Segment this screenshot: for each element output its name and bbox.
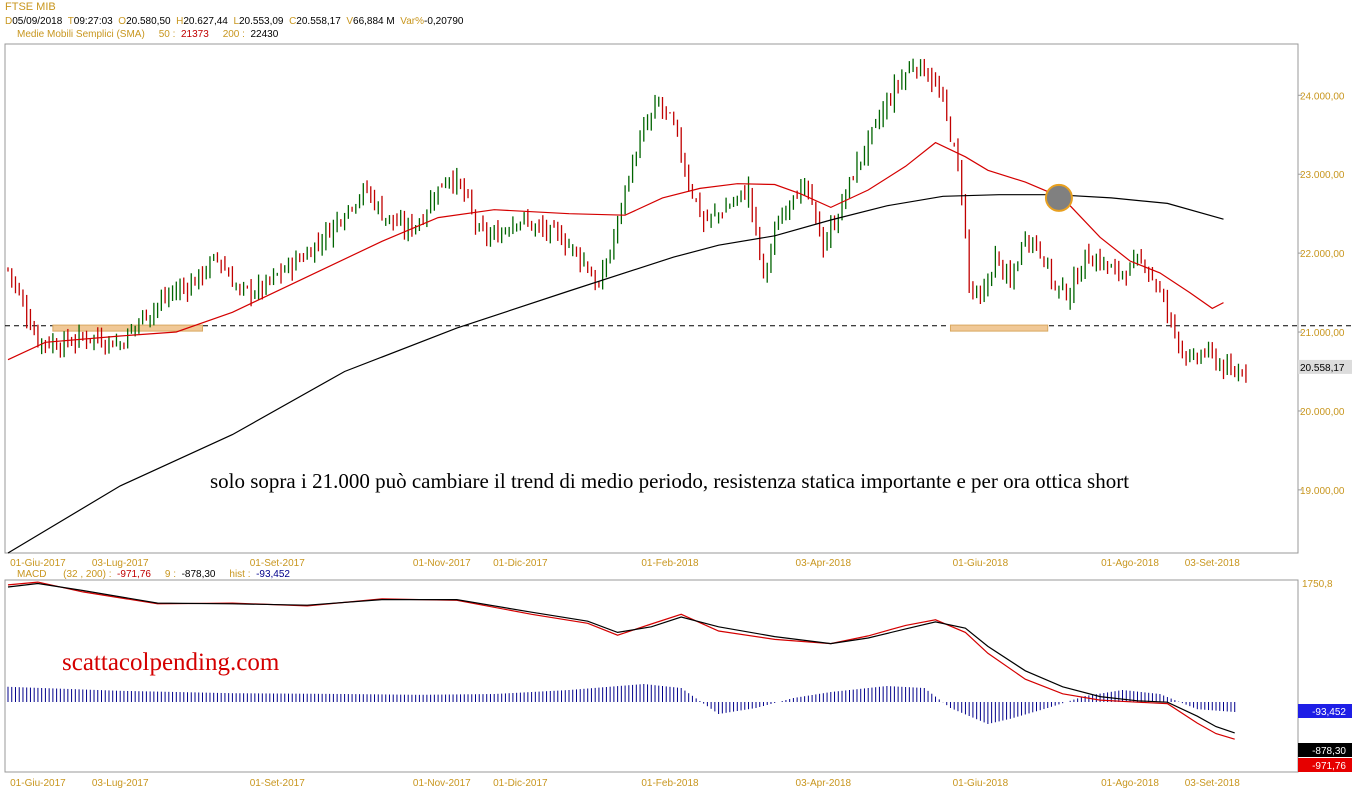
x-tick-label: 03-Set-2018 bbox=[1185, 558, 1240, 569]
x-tick-label: 03-Set-2018 bbox=[1185, 778, 1240, 789]
quote-key: D bbox=[5, 16, 13, 27]
last-price-box bbox=[1298, 359, 1352, 374]
x-tick-label: 03-Apr-2018 bbox=[796, 558, 852, 569]
x-tick-label: 03-Apr-2018 bbox=[796, 778, 852, 789]
macd-label: MACD bbox=[17, 569, 47, 580]
quote-value: 05/09/2018 bbox=[12, 16, 63, 27]
macd-y-tick-label: 1750,8 bbox=[1302, 579, 1333, 590]
quote-bar: D05/09/2018 T09:27:03 O20.580,50 H20.627… bbox=[5, 16, 466, 28]
x-tick-label: 01-Giu-2017 bbox=[10, 558, 66, 569]
quote-value: 20.580,50 bbox=[126, 16, 171, 27]
x-tick-label: 01-Dic-2017 bbox=[493, 778, 548, 789]
quote-key: O bbox=[118, 16, 127, 27]
macd-value: -971,76 bbox=[117, 569, 151, 580]
x-tick-label: 01-Set-2017 bbox=[250, 558, 305, 569]
x-tick-label: 01-Dic-2017 bbox=[493, 558, 548, 569]
signal-value: -878,30 bbox=[181, 569, 216, 580]
x-tick-label: 01-Feb-2018 bbox=[641, 558, 699, 569]
sma50-line bbox=[7, 141, 1224, 361]
macd-params: (32 , 200) : bbox=[63, 569, 112, 580]
quote-key: H bbox=[176, 16, 184, 27]
instrument-title: FTSE MIB bbox=[5, 1, 56, 13]
x-tick-label: 01-Nov-2017 bbox=[413, 558, 471, 569]
quote-key: L bbox=[233, 16, 239, 27]
x-tick-label: 01-Nov-2017 bbox=[413, 778, 471, 789]
macd-pane bbox=[4, 579, 1299, 773]
macd-legend: MACD (32 , 200) : -971,76 9 : -878,30 hi… bbox=[17, 569, 290, 581]
x-tick-label: 03-Lug-2017 bbox=[92, 778, 149, 789]
support-zone bbox=[949, 324, 1049, 332]
hist-label: hist : bbox=[229, 569, 251, 580]
y-tick-label: 21.000,00 bbox=[1300, 328, 1345, 339]
quote-key: Var% bbox=[400, 16, 425, 27]
sma50-value: 21373 bbox=[180, 29, 209, 40]
y-tick-label: 19.000,00 bbox=[1300, 486, 1345, 497]
sma-label: Medie Mobili Semplici (SMA) bbox=[17, 29, 145, 40]
quote-value: 20.558,17 bbox=[296, 16, 341, 27]
signal-last-label: -878,30 bbox=[1312, 746, 1346, 757]
y-tick-label: 24.000,00 bbox=[1300, 91, 1345, 102]
watermark-text: scattacolpending.com bbox=[62, 649, 280, 676]
quote-value: 20.553,09 bbox=[239, 16, 284, 27]
hist-last-label: -93,452 bbox=[1312, 707, 1346, 718]
x-tick-label: 01-Ago-2018 bbox=[1101, 558, 1159, 569]
x-tick-label: 01-Giu-2018 bbox=[953, 558, 1009, 569]
quote-key: V bbox=[346, 16, 354, 27]
x-tick-label: 03-Lug-2017 bbox=[92, 558, 149, 569]
signal-last-label-box bbox=[1298, 743, 1352, 757]
quote-value: 09:27:03 bbox=[73, 16, 113, 27]
quote-value: 66,884 M bbox=[353, 16, 395, 27]
x-tick-label: 01-Giu-2017 bbox=[10, 778, 66, 789]
x-tick-label: 01-Feb-2018 bbox=[641, 778, 699, 789]
y-tick-label: 23.000,00 bbox=[1300, 170, 1345, 181]
y-tick-label: 20.000,00 bbox=[1300, 407, 1345, 418]
hist-last-label-box bbox=[1298, 704, 1352, 718]
last-price-label: 20.558,17 bbox=[1300, 363, 1345, 374]
sma-legend: Medie Mobili Semplici (SMA) 50 : 21373 2… bbox=[17, 29, 278, 41]
macd-last-label: -971,76 bbox=[1312, 761, 1346, 772]
hist-value: -93,452 bbox=[256, 569, 290, 580]
x-tick-label: 01-Ago-2018 bbox=[1101, 778, 1159, 789]
sma200-value: 22430 bbox=[250, 29, 279, 40]
sma50-label: 50 : bbox=[158, 29, 176, 40]
macd-plot: 01-Giu-2017 03-Lug-2017 01-Set-2017 01-Nov-… bbox=[7, 579, 1352, 789]
crossover-marker bbox=[1044, 183, 1073, 212]
x-tick-label: 01-Giu-2018 bbox=[953, 778, 1009, 789]
price-plot: 19.000,00 20.000,00 21.000,00 22.000,00 23.0… bbox=[5, 58, 1352, 569]
macd-last-label-box bbox=[1298, 758, 1352, 772]
quote-value: -0,20790 bbox=[424, 16, 464, 27]
sma200-label: 200 : bbox=[222, 29, 245, 40]
quote-key: C bbox=[289, 16, 297, 27]
y-tick-label: 22.000,00 bbox=[1300, 249, 1345, 260]
quote-value: 20.627,44 bbox=[183, 16, 228, 27]
signal-line bbox=[7, 582, 1235, 734]
quote-key: T bbox=[67, 16, 74, 27]
annotation-text: solo sopra i 21.000 può cambiare il tren… bbox=[210, 469, 1129, 493]
sma200-line bbox=[7, 194, 1224, 554]
x-tick-label: 01-Set-2017 bbox=[250, 778, 305, 789]
signal-label: 9 : bbox=[164, 569, 176, 580]
